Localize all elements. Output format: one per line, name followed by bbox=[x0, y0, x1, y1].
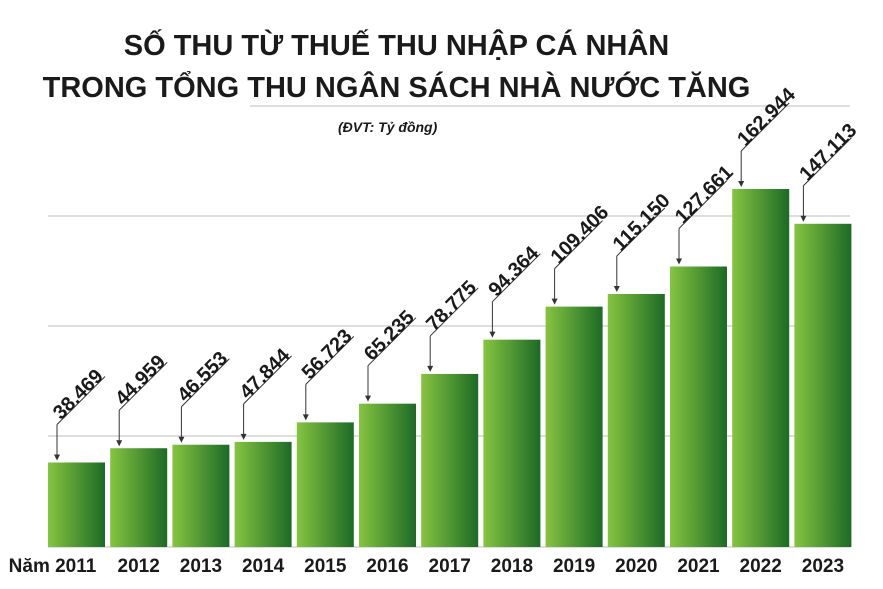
data-label: 38.469 bbox=[49, 365, 108, 424]
x-tick-label: Năm 2011 bbox=[9, 556, 97, 577]
leader-arrow bbox=[178, 436, 185, 443]
leader-diagonal bbox=[305, 336, 355, 385]
bar bbox=[48, 462, 105, 547]
leader-diagonal bbox=[118, 361, 168, 411]
data-label: 94.364 bbox=[484, 242, 543, 301]
data-label: 115.150 bbox=[609, 190, 675, 256]
bar bbox=[794, 223, 852, 548]
x-tick-label: 2013 bbox=[180, 556, 222, 577]
bar bbox=[421, 373, 479, 547]
bar bbox=[359, 403, 416, 547]
bar bbox=[670, 266, 727, 547]
x-tick-label: 2012 bbox=[118, 556, 160, 577]
bar bbox=[296, 422, 354, 547]
x-tick-label: 2017 bbox=[429, 556, 471, 577]
leader-diagonal bbox=[803, 137, 852, 187]
chart-title-line-1: SỐ THU TỪ THUẾ THU NHẬP CÁ NHÂN bbox=[123, 30, 670, 62]
data-label: 78.775 bbox=[422, 277, 481, 336]
leader-diagonal bbox=[56, 376, 106, 425]
x-tick-label: 2019 bbox=[553, 556, 595, 577]
data-label: 162.944 bbox=[733, 83, 800, 150]
x-tick-label: 2014 bbox=[242, 556, 285, 577]
x-tick-label: 2018 bbox=[491, 556, 533, 577]
leader-arrow bbox=[676, 258, 682, 265]
data-label: 47.844 bbox=[236, 344, 295, 403]
leader-diagonal bbox=[429, 287, 479, 337]
bar bbox=[545, 306, 603, 547]
leader-diagonal bbox=[492, 253, 541, 303]
x-tick-label: 2016 bbox=[366, 556, 408, 577]
bar bbox=[234, 441, 292, 547]
data-label: 127.661 bbox=[671, 161, 738, 228]
leader-arrow bbox=[551, 298, 558, 305]
chart-title-line-2: TRONG TỔNG THU NGÂN SÁCH NHÀ NƯỚC TĂNG bbox=[42, 72, 751, 104]
leader-arrow bbox=[613, 286, 620, 293]
bar bbox=[732, 189, 790, 547]
leader-arrow bbox=[738, 181, 745, 187]
leader-diagonal bbox=[554, 220, 603, 269]
leader-diagonal bbox=[616, 207, 666, 257]
leader-arrow bbox=[54, 454, 60, 461]
x-tick-label: 2023 bbox=[802, 556, 844, 577]
data-label: 46.553 bbox=[173, 347, 232, 406]
data-label: 56.723 bbox=[298, 325, 357, 384]
leader-arrow bbox=[427, 365, 434, 372]
bar bbox=[483, 339, 541, 547]
data-label: 109.406 bbox=[547, 201, 614, 268]
leader-diagonal bbox=[678, 180, 728, 229]
x-tick-label: 2022 bbox=[740, 556, 782, 577]
data-label: 147.113 bbox=[795, 119, 861, 185]
leader-arrow bbox=[800, 215, 807, 222]
leader-diagonal bbox=[181, 358, 230, 408]
leader-diagonal bbox=[740, 102, 790, 152]
leader-diagonal bbox=[367, 317, 417, 367]
leader-arrow bbox=[240, 433, 247, 440]
x-tick-label: 2021 bbox=[677, 556, 720, 577]
leader-arrow bbox=[302, 414, 309, 421]
bar bbox=[110, 448, 168, 547]
unit-label: (ĐVT: Tỷ đồng) bbox=[338, 119, 438, 135]
x-tick-label: 2015 bbox=[304, 556, 347, 577]
leader-arrow bbox=[365, 395, 371, 402]
data-label: 44.959 bbox=[111, 351, 170, 410]
leader-arrow bbox=[489, 331, 496, 338]
bar bbox=[607, 294, 665, 547]
bar bbox=[172, 444, 230, 547]
leader-diagonal bbox=[243, 355, 292, 405]
x-tick-label: 2020 bbox=[615, 556, 657, 577]
data-label: 65.235 bbox=[360, 306, 419, 365]
leader-arrow bbox=[116, 440, 123, 447]
